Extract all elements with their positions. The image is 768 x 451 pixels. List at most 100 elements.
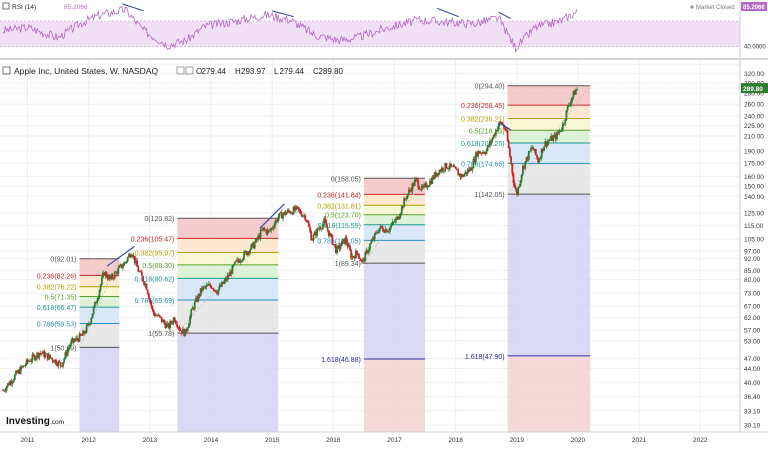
candle-body: [299, 210, 302, 214]
candle-body: [220, 282, 223, 287]
y-tick-label: 280.00: [744, 91, 764, 98]
candle-body: [410, 189, 413, 192]
candle-body: [570, 100, 573, 105]
candle-body: [217, 289, 220, 295]
candle-body: [40, 353, 43, 355]
candle-body: [184, 329, 187, 337]
candle-body: [224, 278, 227, 282]
candle-body: [293, 207, 296, 211]
candle-body: [123, 262, 126, 266]
candle-body: [552, 136, 555, 141]
candle-body: [480, 152, 483, 154]
candle-body: [266, 229, 269, 234]
candle-body: [344, 237, 347, 244]
candle-body: [324, 218, 327, 223]
x-tick-label: 2019: [510, 437, 525, 444]
candle-body: [115, 271, 117, 273]
candle-body: [46, 353, 49, 360]
candle-body: [378, 228, 381, 233]
candle-body: [222, 282, 224, 284]
candle-body: [20, 366, 23, 368]
candle-body: [197, 294, 200, 302]
candle-body: [6, 383, 9, 387]
fib-retracement-3: 0(158.05) 0.236(141.84) 0.382(131.81) 0.5(1…: [317, 176, 426, 432]
candle-body: [420, 186, 423, 190]
candle-body: [149, 298, 151, 302]
candle-body: [452, 165, 455, 168]
rsi-tick-label: 40.0000: [744, 44, 766, 50]
y-tick-label: 140.00: [744, 194, 764, 201]
candle-body: [444, 163, 447, 171]
candle-body: [56, 364, 59, 366]
candle-body: [131, 255, 134, 257]
candle-body: [84, 332, 87, 334]
settings-icon: [185, 66, 194, 75]
candle-body: [164, 323, 167, 328]
candle-body: [458, 173, 461, 176]
candle-body: [256, 238, 258, 240]
y-tick-label: 320.00: [744, 71, 764, 78]
candle-body: [526, 157, 529, 160]
candle-body: [282, 214, 284, 219]
candle-body: [497, 126, 500, 131]
candle-body: [373, 233, 376, 240]
candle-body: [416, 177, 418, 181]
candle-body: [291, 212, 294, 215]
candle-body: [510, 156, 513, 164]
candle-body: [173, 317, 176, 322]
ohlc-value: 293.97: [241, 67, 266, 76]
candle-body: [24, 364, 27, 366]
candle-body: [219, 285, 222, 287]
fib-zone: [363, 240, 426, 264]
candle-body: [427, 185, 430, 187]
candle-body: [496, 130, 498, 132]
candle-body: [58, 361, 61, 363]
candle-body: [432, 176, 435, 179]
candle-body: [550, 135, 553, 140]
candle-body: [386, 231, 389, 233]
candle-body: [352, 256, 355, 258]
fib-zone: [507, 355, 591, 432]
candle-body: [88, 323, 90, 325]
candle-body: [196, 297, 199, 302]
y-tick-label: 44.00: [744, 366, 761, 373]
candle-body: [310, 231, 313, 241]
candle-body: [82, 331, 84, 336]
candle-body: [392, 221, 395, 223]
candle-body: [271, 228, 274, 229]
candle-body: [37, 352, 40, 358]
candle-body: [305, 220, 308, 222]
candle-body: [250, 244, 253, 250]
y-tick-label: 175.00: [744, 161, 764, 168]
candle-body: [162, 320, 164, 323]
candle-body: [353, 256, 356, 259]
candle-body: [138, 271, 141, 273]
candle-body: [109, 275, 111, 279]
candle-body: [483, 152, 485, 154]
fib-level-label: 0(92.01): [50, 257, 76, 264]
candle-body: [278, 212, 281, 217]
candle-body: [105, 272, 108, 278]
fib-level-label: 0.236(105.47): [131, 236, 175, 243]
fib-zone: [177, 278, 279, 301]
candle-body: [449, 163, 451, 169]
fib-level-label: 0(294.40): [475, 84, 505, 91]
candle-body: [50, 357, 53, 359]
candle-body: [170, 321, 173, 324]
candle-body: [347, 245, 350, 248]
candle-body: [357, 253, 360, 257]
candle-body: [536, 155, 538, 159]
candle-body: [304, 215, 307, 221]
candle-body: [364, 252, 367, 262]
candle-body: [30, 360, 33, 362]
candle-body: [290, 212, 293, 214]
chart-header: Apple Inc, United States, W, NASDAQ O 279.…: [2, 66, 344, 76]
fib-retracement-2: 0(120.82) 0.236(105.47) 0.382(95.97) 0.5(88…: [131, 216, 279, 432]
candle-body: [402, 206, 404, 208]
candle-body: [42, 351, 44, 354]
candle-body: [331, 235, 334, 245]
candle-body: [167, 323, 170, 329]
candle-body: [516, 189, 518, 195]
candle-body: [380, 225, 383, 228]
panel-divider[interactable]: [0, 58, 768, 60]
